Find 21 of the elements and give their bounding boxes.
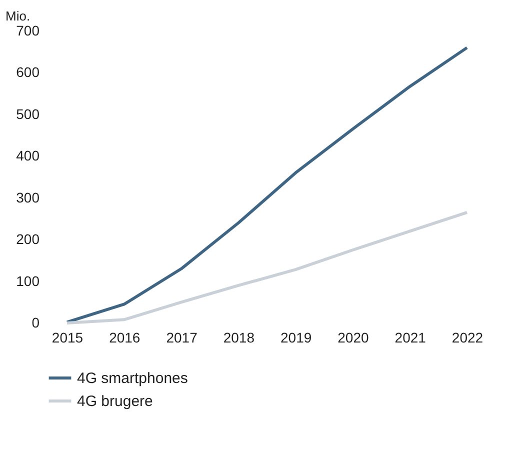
- x-tick-label: 2018: [223, 330, 255, 346]
- legend-label: 4G brugere: [77, 393, 153, 410]
- line-series: [66, 46, 468, 324]
- y-tick-label: 500: [16, 106, 40, 122]
- line-series: [66, 210, 468, 324]
- y-axis-title: Mio.: [6, 8, 30, 24]
- x-tick-label: 2016: [109, 330, 140, 346]
- y-tick-label: 700: [16, 22, 40, 38]
- y-tick-label: 300: [16, 189, 40, 206]
- x-tick-label: 2020: [338, 330, 369, 346]
- x-tick-label: 2015: [52, 330, 84, 346]
- x-tick-label: 2017: [166, 330, 198, 346]
- x-tick-label: 2021: [394, 330, 426, 346]
- y-tick-label: 600: [16, 64, 40, 80]
- x-tick-label: 2019: [280, 330, 312, 346]
- y-tick-label: 200: [16, 231, 40, 248]
- x-tick-label: 2022: [452, 330, 484, 346]
- legend-label: 4G smartphones: [77, 370, 188, 387]
- y-tick-label: 400: [16, 148, 40, 164]
- y-tick-label: 0: [32, 314, 40, 330]
- y-tick-label: 100: [16, 272, 40, 289]
